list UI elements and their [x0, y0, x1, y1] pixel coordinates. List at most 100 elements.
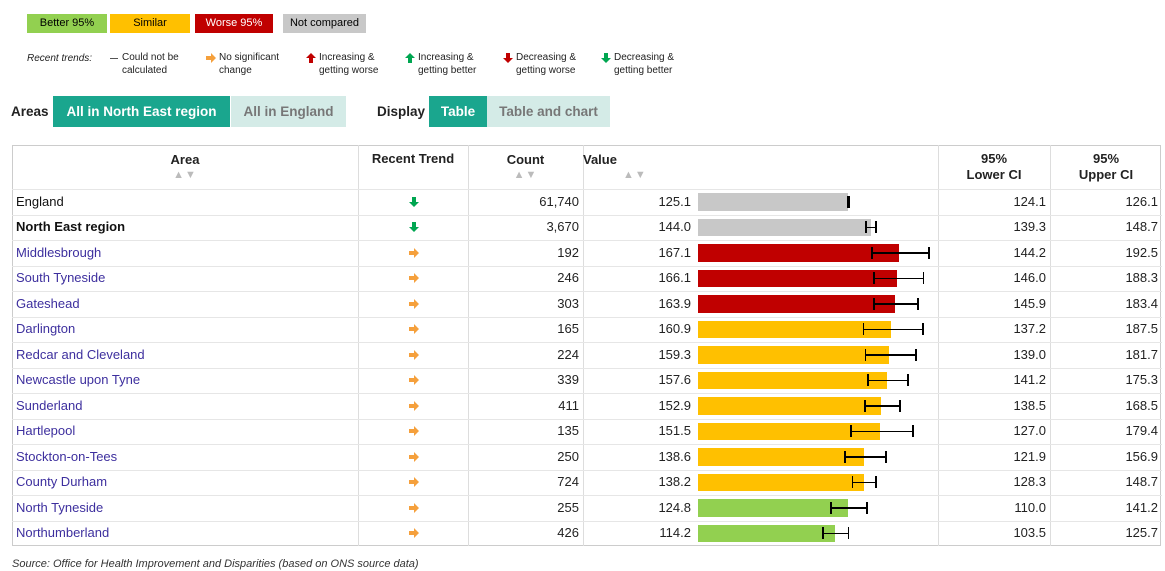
row-divider [12, 342, 1162, 343]
error-cap-low [862, 323, 865, 336]
upper-ci: 126.1 [1125, 193, 1158, 209]
source: Source: Office for Health Improvement an… [12, 558, 419, 570]
trend-legend-label: Decreasing & getting better [614, 52, 675, 76]
upper-ci: 125.7 [1125, 525, 1158, 541]
sort-control[interactable]: ▲▼ [623, 169, 647, 181]
column-divider [468, 145, 469, 546]
trend-icon [409, 502, 419, 513]
trend-icon [110, 58, 118, 59]
count: 192 [557, 244, 579, 260]
area-name: England [16, 193, 64, 209]
error-cap-high [922, 323, 924, 336]
value: 125.1 [658, 193, 691, 209]
trend-icon [409, 528, 419, 539]
count: 250 [557, 448, 579, 464]
trend-icon [206, 53, 216, 63]
row-divider [12, 520, 1162, 522]
lower-ci: 141.2 [1013, 372, 1046, 388]
column-header: 95% Lower CI [966, 151, 1022, 182]
error-cap-high [915, 348, 917, 361]
upper-ci: 187.5 [1125, 321, 1158, 337]
upper-ci: 141.2 [1125, 499, 1158, 515]
error-bar [873, 303, 919, 305]
value: 159.3 [658, 346, 691, 362]
display-button[interactable]: Table and chart [487, 96, 610, 127]
table-frame [12, 145, 1161, 546]
row-divider [12, 265, 1162, 267]
trend-legend-label: Decreasing & getting worse [516, 52, 577, 76]
lower-ci: 128.3 [1013, 474, 1046, 490]
error-cap-low [846, 195, 849, 208]
count: 135 [557, 423, 579, 439]
area-name: Newcastle upon Tyne [16, 372, 141, 388]
lower-ci: 139.0 [1013, 346, 1046, 362]
value-bar [698, 397, 882, 415]
error-cap-high [912, 425, 914, 438]
trend-icon [409, 426, 419, 437]
area-name: Gateshead [16, 295, 80, 311]
trend-icon [409, 400, 419, 411]
area-name: North Tyneside [16, 499, 104, 515]
trend-icon [503, 53, 513, 63]
count: 165 [557, 321, 579, 337]
count: 3,670 [546, 219, 579, 235]
legend-swatch: Similar [110, 14, 190, 33]
upper-ci: 181.7 [1125, 346, 1158, 362]
upper-ci: 179.4 [1125, 423, 1158, 439]
trend-legend-label: Increasing & getting better [418, 52, 477, 76]
areas-button[interactable]: All in England [231, 96, 346, 127]
row-divider [12, 214, 1162, 216]
column-header: Recent Trend [371, 151, 455, 166]
value: 163.9 [658, 295, 691, 311]
display-button[interactable]: Table [429, 96, 487, 127]
upper-ci: 188.3 [1125, 270, 1158, 286]
error-cap-high [866, 501, 868, 514]
trend-icon [409, 324, 419, 335]
column-divider [1050, 145, 1051, 546]
value: 166.1 [658, 270, 691, 286]
sort-control[interactable]: ▲▼ [513, 169, 538, 181]
lower-ci: 137.2 [1013, 321, 1046, 337]
trends-label: Recent trends: [27, 53, 93, 64]
count: 339 [557, 372, 579, 388]
column-divider [583, 145, 584, 546]
row-divider [12, 495, 1162, 496]
error-bar [850, 430, 914, 433]
area-name: Redcar and Cleveland [16, 346, 145, 362]
upper-ci: 192.5 [1125, 244, 1158, 260]
column-divider [938, 145, 939, 546]
error-bar [862, 328, 923, 331]
value-bar [698, 193, 849, 211]
error-bar [871, 252, 929, 254]
lower-ci: 144.2 [1013, 244, 1046, 260]
error-cap-low [873, 272, 875, 285]
sort-control[interactable]: ▲▼ [173, 169, 197, 181]
row-divider [12, 316, 1162, 318]
error-cap-low [864, 348, 867, 361]
lower-ci: 139.3 [1013, 219, 1046, 235]
column-header: 95% Upper CI [1078, 151, 1134, 182]
areas-button[interactable]: All in North East region [53, 96, 230, 127]
column-divider [358, 145, 359, 546]
upper-ci: 156.9 [1125, 448, 1158, 464]
value-bar [698, 524, 836, 542]
trend-icon [409, 222, 419, 233]
error-cap-low [867, 374, 869, 387]
lower-ci: 145.9 [1013, 295, 1046, 311]
value: 138.6 [658, 448, 691, 464]
lower-ci: 121.9 [1013, 448, 1046, 464]
value-bar [698, 218, 871, 236]
lower-ci: 146.0 [1013, 270, 1046, 286]
error-cap-low [873, 297, 875, 310]
row-divider [12, 469, 1162, 471]
count: 426 [557, 525, 579, 541]
lower-ci: 110.0 [1014, 499, 1046, 515]
legend-swatch: Worse 95% [195, 14, 273, 33]
count: 303 [557, 295, 579, 311]
area-name: County Durham [16, 474, 108, 490]
trend-icon [409, 477, 419, 488]
value: 167.1 [658, 244, 691, 260]
area-name: Hartlepool [16, 423, 76, 439]
row-divider [12, 189, 1162, 190]
